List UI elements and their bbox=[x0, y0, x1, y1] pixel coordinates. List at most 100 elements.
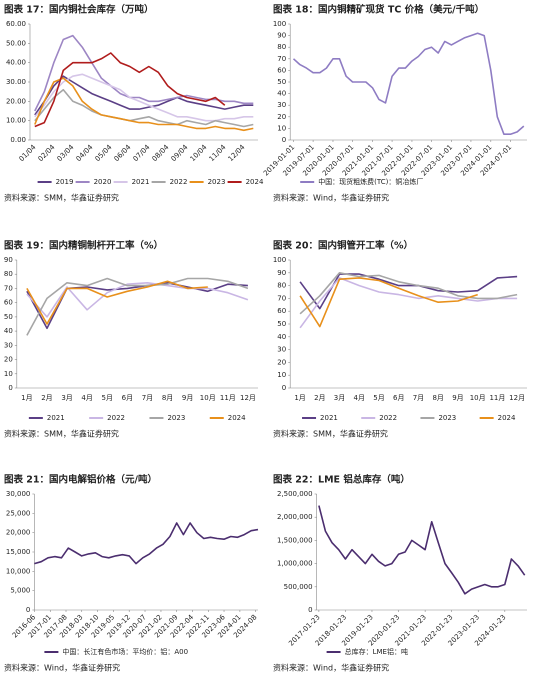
y-tick-label: 30 bbox=[4, 341, 13, 349]
series-line bbox=[299, 272, 518, 315]
y-tick-label: 500,000 bbox=[284, 583, 313, 591]
x-tick-label: 08/04 bbox=[151, 143, 171, 163]
source-note: 资料来源：SMM，华鑫证券研究 bbox=[4, 429, 119, 439]
chart-title: 图表 21：国内电解铝价格（元/吨） bbox=[4, 474, 157, 486]
y-tick-label: 10 bbox=[277, 124, 286, 132]
legend-label: 2020 bbox=[94, 178, 112, 186]
y-tick-label: 40 bbox=[4, 327, 13, 335]
x-tick-label: 02/04 bbox=[37, 143, 57, 163]
y-tick-label: 60 bbox=[277, 66, 286, 74]
x-tick-label: 3月 bbox=[334, 394, 345, 402]
y-tick-label: 20 bbox=[4, 356, 13, 364]
y-tick-label: 20,000 bbox=[6, 529, 31, 537]
x-tick-label: 10/04 bbox=[189, 143, 209, 163]
y-tick-label: 0 bbox=[282, 136, 286, 144]
legend-label: 2019 bbox=[56, 178, 74, 186]
y-tick-label: 10 bbox=[277, 371, 286, 379]
legend-label: 2021 bbox=[132, 178, 150, 186]
y-tick-label: 15,000 bbox=[6, 548, 31, 556]
source-note: 资料来源：Wind，华鑫证券研究 bbox=[4, 663, 120, 673]
chart-title: 图表 18：国内铜精矿现货 TC 价格（美元/千吨） bbox=[273, 4, 484, 16]
y-tick-label: 0 bbox=[8, 384, 12, 392]
series-line bbox=[299, 277, 478, 328]
y-tick-label: 40.00 bbox=[6, 59, 26, 67]
y-tick-label: 25,000 bbox=[6, 509, 31, 517]
legend-label: 2024 bbox=[498, 414, 516, 422]
x-tick-label: 1月 bbox=[21, 394, 32, 402]
y-tick-label: 100 bbox=[273, 256, 286, 264]
x-tick-label: 8月 bbox=[162, 394, 173, 402]
series-line bbox=[26, 277, 249, 336]
legend-label: 2021 bbox=[47, 414, 65, 422]
chart-title: 图表 20：国内铜管开工率（%） bbox=[273, 240, 413, 252]
series-line bbox=[34, 75, 254, 116]
x-tick-label: 2月 bbox=[41, 394, 52, 402]
y-tick-label: 50 bbox=[277, 320, 286, 328]
y-tick-label: 20 bbox=[277, 358, 286, 366]
x-tick-label: 12/04 bbox=[227, 143, 247, 163]
x-tick-label: 11月 bbox=[220, 394, 236, 402]
y-tick-label: 90 bbox=[4, 256, 13, 264]
y-tick-label: 70 bbox=[277, 55, 286, 63]
y-tick-label: 40 bbox=[277, 333, 286, 341]
series-line bbox=[34, 77, 254, 132]
legend-label: 2024 bbox=[228, 414, 246, 422]
series-line bbox=[34, 88, 254, 128]
y-tick-label: 20 bbox=[277, 113, 286, 121]
legend-label: 2024 bbox=[246, 178, 264, 186]
y-tick-label: 2,500,000 bbox=[277, 490, 313, 498]
chart-title: 图表 22：LME 铝总库存（吨） bbox=[273, 474, 410, 486]
legend-label: 2023 bbox=[438, 414, 456, 422]
source-note: 资料来源：SMM，华鑫证券研究 bbox=[273, 429, 388, 439]
y-tick-label: 5,000 bbox=[10, 587, 30, 595]
y-tick-label: 40 bbox=[277, 90, 286, 98]
x-tick-label: 7月 bbox=[142, 394, 153, 402]
y-tick-label: 0 bbox=[308, 606, 312, 614]
series-line bbox=[299, 277, 518, 329]
legend-label: 总库存：LME铝：吨 bbox=[345, 647, 408, 656]
legend-label: 中国：现货粗炼费(TC)：铜冶炼厂 bbox=[318, 177, 423, 186]
y-tick-label: 50 bbox=[277, 78, 286, 86]
y-tick-label: 70 bbox=[277, 294, 286, 302]
y-tick-label: 50 bbox=[4, 313, 13, 321]
x-tick-label: 4月 bbox=[81, 394, 92, 402]
source-note: 资料来源：SMM，华鑫证券研究 bbox=[4, 193, 119, 203]
y-tick-label: 20.00 bbox=[6, 97, 26, 105]
y-tick-label: 30.00 bbox=[6, 78, 26, 86]
y-tick-label: 1,500,000 bbox=[277, 536, 313, 544]
x-tick-label: 5月 bbox=[373, 394, 384, 402]
series-line bbox=[292, 32, 525, 135]
x-tick-label: 9月 bbox=[452, 394, 463, 402]
series-line bbox=[26, 280, 208, 325]
x-tick-label: 12月 bbox=[509, 394, 525, 402]
x-tick-label: 5月 bbox=[102, 394, 113, 402]
y-tick-label: 80 bbox=[277, 43, 286, 51]
x-tick-label: 3月 bbox=[61, 394, 72, 402]
legend-label: 2023 bbox=[208, 178, 226, 186]
series-line bbox=[34, 522, 259, 565]
x-tick-label: 05/04 bbox=[94, 143, 114, 163]
x-tick-label: 11月 bbox=[489, 394, 505, 402]
legend-label: 2022 bbox=[379, 414, 397, 422]
source-note: 资料来源：Wind，华鑫证券研究 bbox=[273, 193, 389, 203]
x-tick-label: 03/04 bbox=[56, 143, 76, 163]
legend-label: 2021 bbox=[320, 414, 338, 422]
y-tick-label: 90 bbox=[277, 269, 286, 277]
x-tick-label: 01/04 bbox=[18, 143, 38, 163]
legend-label: 2022 bbox=[107, 414, 125, 422]
y-tick-label: 70 bbox=[4, 284, 13, 292]
x-tick-label: 10月 bbox=[200, 394, 216, 402]
x-tick-label: 1月 bbox=[294, 394, 305, 402]
y-tick-label: 10 bbox=[4, 370, 13, 378]
chart-title: 图表 19：国内精铜制杆开工率（%） bbox=[4, 240, 163, 252]
legend-label: 2023 bbox=[167, 414, 185, 422]
x-tick-label: 7月 bbox=[413, 394, 424, 402]
x-tick-label: 8月 bbox=[432, 394, 443, 402]
y-tick-label: 10.00 bbox=[6, 117, 26, 125]
chart-title: 图表 17：国内铜社会库存（万吨） bbox=[4, 4, 154, 16]
series-line bbox=[34, 52, 226, 128]
x-tick-label: 09/04 bbox=[170, 143, 190, 163]
y-tick-label: 10,000 bbox=[6, 567, 31, 575]
series-line bbox=[26, 282, 249, 318]
